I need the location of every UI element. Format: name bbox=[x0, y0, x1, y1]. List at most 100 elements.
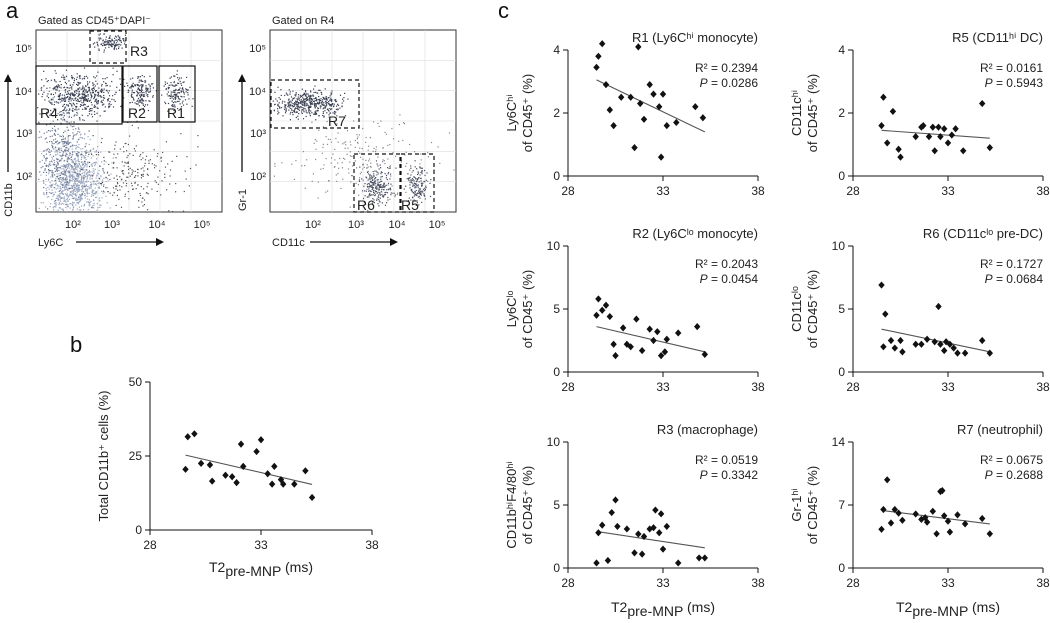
data-point bbox=[633, 315, 640, 323]
data-point bbox=[933, 530, 940, 538]
flow-ytick: 10³ bbox=[16, 128, 32, 140]
data-point bbox=[699, 114, 707, 122]
data-point bbox=[694, 323, 701, 331]
data-point bbox=[593, 311, 600, 319]
x-tick-label: 28 bbox=[561, 380, 575, 394]
data-point bbox=[614, 522, 621, 531]
data-point bbox=[280, 480, 287, 488]
data-point bbox=[954, 349, 961, 357]
data-point bbox=[891, 344, 898, 352]
y-tick-label: 7 bbox=[838, 498, 845, 512]
data-point bbox=[599, 40, 606, 48]
data-point bbox=[606, 312, 613, 321]
data-point bbox=[659, 545, 667, 553]
data-point bbox=[182, 465, 189, 473]
data-point bbox=[206, 461, 214, 469]
data-point bbox=[240, 462, 247, 470]
p-value-label: P = 0.3342 bbox=[700, 468, 759, 482]
data-point bbox=[897, 336, 904, 345]
y-axis-label: of CD45⁺ (%) bbox=[805, 466, 820, 544]
flow-xtick: 10⁵ bbox=[194, 219, 211, 231]
x-tick-label: 38 bbox=[1036, 380, 1050, 394]
r-squared-label: R² = 0.2043 bbox=[695, 257, 758, 271]
data-point bbox=[701, 554, 708, 562]
flow-ytick: 10² bbox=[16, 171, 32, 183]
data-point bbox=[954, 511, 961, 519]
data-point bbox=[646, 325, 653, 333]
data-point bbox=[640, 115, 648, 123]
scatter-plot-c4: 0 5 10 28 33 38 R6 (CD11cˡᵒ pre-DC) R² = 0.1727… bbox=[789, 226, 1050, 394]
x-tick-label: 28 bbox=[143, 538, 157, 552]
y-tick-label: 10 bbox=[547, 435, 561, 449]
y-axis-label: of CD45⁺ (%) bbox=[520, 74, 535, 152]
y-tick-label: 0 bbox=[838, 169, 845, 183]
data-point bbox=[880, 505, 887, 514]
data-point bbox=[899, 348, 906, 356]
flow-events bbox=[272, 85, 455, 212]
data-point bbox=[233, 479, 240, 487]
y-tick-label: 4 bbox=[553, 43, 560, 57]
data-point bbox=[612, 352, 619, 360]
regression-line bbox=[881, 129, 990, 139]
gate-r4 bbox=[35, 65, 123, 125]
flow-title: Gated on R4 bbox=[272, 15, 334, 27]
y-tick-label: 0 bbox=[135, 523, 142, 537]
data-point bbox=[610, 122, 617, 130]
r-squared-label: R² = 0.0675 bbox=[980, 453, 1043, 467]
data-point bbox=[695, 554, 703, 562]
scatter-plot-b: 0 25 50 28 33 38 Total CD11b⁺ cells (%) T2pre-M… bbox=[96, 375, 379, 579]
data-point bbox=[878, 281, 885, 289]
gate-r2 bbox=[122, 65, 158, 123]
plot-title: R5 (CD11ʰⁱ DC) bbox=[952, 30, 1043, 45]
plot-title: R7 (neutrophil) bbox=[957, 422, 1043, 437]
data-point bbox=[884, 476, 891, 484]
data-point bbox=[673, 118, 680, 127]
data-point bbox=[887, 336, 895, 345]
y-axis-label: of CD45⁺ (%) bbox=[520, 466, 535, 544]
data-point bbox=[612, 496, 619, 504]
data-point bbox=[302, 467, 309, 475]
flow-ylabel: CD11b bbox=[3, 183, 15, 216]
x-tick-label: 38 bbox=[365, 538, 379, 552]
data-point bbox=[631, 144, 638, 152]
data-point bbox=[979, 514, 986, 523]
data-point bbox=[606, 106, 613, 114]
x-tick-label: 33 bbox=[941, 184, 955, 198]
data-point bbox=[291, 480, 298, 488]
data-point bbox=[268, 480, 276, 488]
r-squared-label: R² = 0.0161 bbox=[980, 61, 1043, 75]
p-value-label: P = 0.0286 bbox=[700, 76, 759, 90]
x-axis-label: T2pre-MNP (ms) bbox=[209, 559, 313, 579]
flow-events bbox=[37, 33, 199, 213]
data-point bbox=[935, 302, 942, 311]
data-point bbox=[663, 522, 670, 531]
flow-ylabel: Gr-1 bbox=[237, 189, 249, 211]
data-point bbox=[931, 338, 938, 346]
gate-label-r5: R5 bbox=[401, 197, 419, 213]
x-tick-label: 33 bbox=[656, 184, 670, 198]
data-point bbox=[922, 514, 929, 522]
x-tick-label: 38 bbox=[1036, 184, 1050, 198]
r-squared-label: R² = 0.1727 bbox=[980, 257, 1043, 271]
flow-ytick: 10⁴ bbox=[249, 86, 266, 98]
data-point bbox=[946, 340, 954, 348]
data-point bbox=[640, 532, 648, 541]
x-axis-label: T2pre-MNP (ms) bbox=[611, 599, 715, 619]
x-tick-label: 28 bbox=[846, 576, 860, 590]
data-point bbox=[659, 90, 667, 98]
y-axis-label: CD11cʰⁱ bbox=[789, 90, 804, 136]
x-tick-label: 28 bbox=[561, 184, 575, 198]
data-point bbox=[880, 343, 887, 351]
flow-ytick: 10⁴ bbox=[15, 86, 32, 98]
data-point bbox=[918, 340, 925, 348]
data-point bbox=[925, 133, 933, 141]
data-point bbox=[937, 340, 944, 348]
gate-r5 bbox=[400, 153, 435, 213]
data-point bbox=[948, 131, 955, 139]
p-value-label: P = 0.5943 bbox=[985, 76, 1044, 90]
flow-y-arrowhead bbox=[238, 74, 246, 82]
x-tick-label: 33 bbox=[656, 380, 670, 394]
